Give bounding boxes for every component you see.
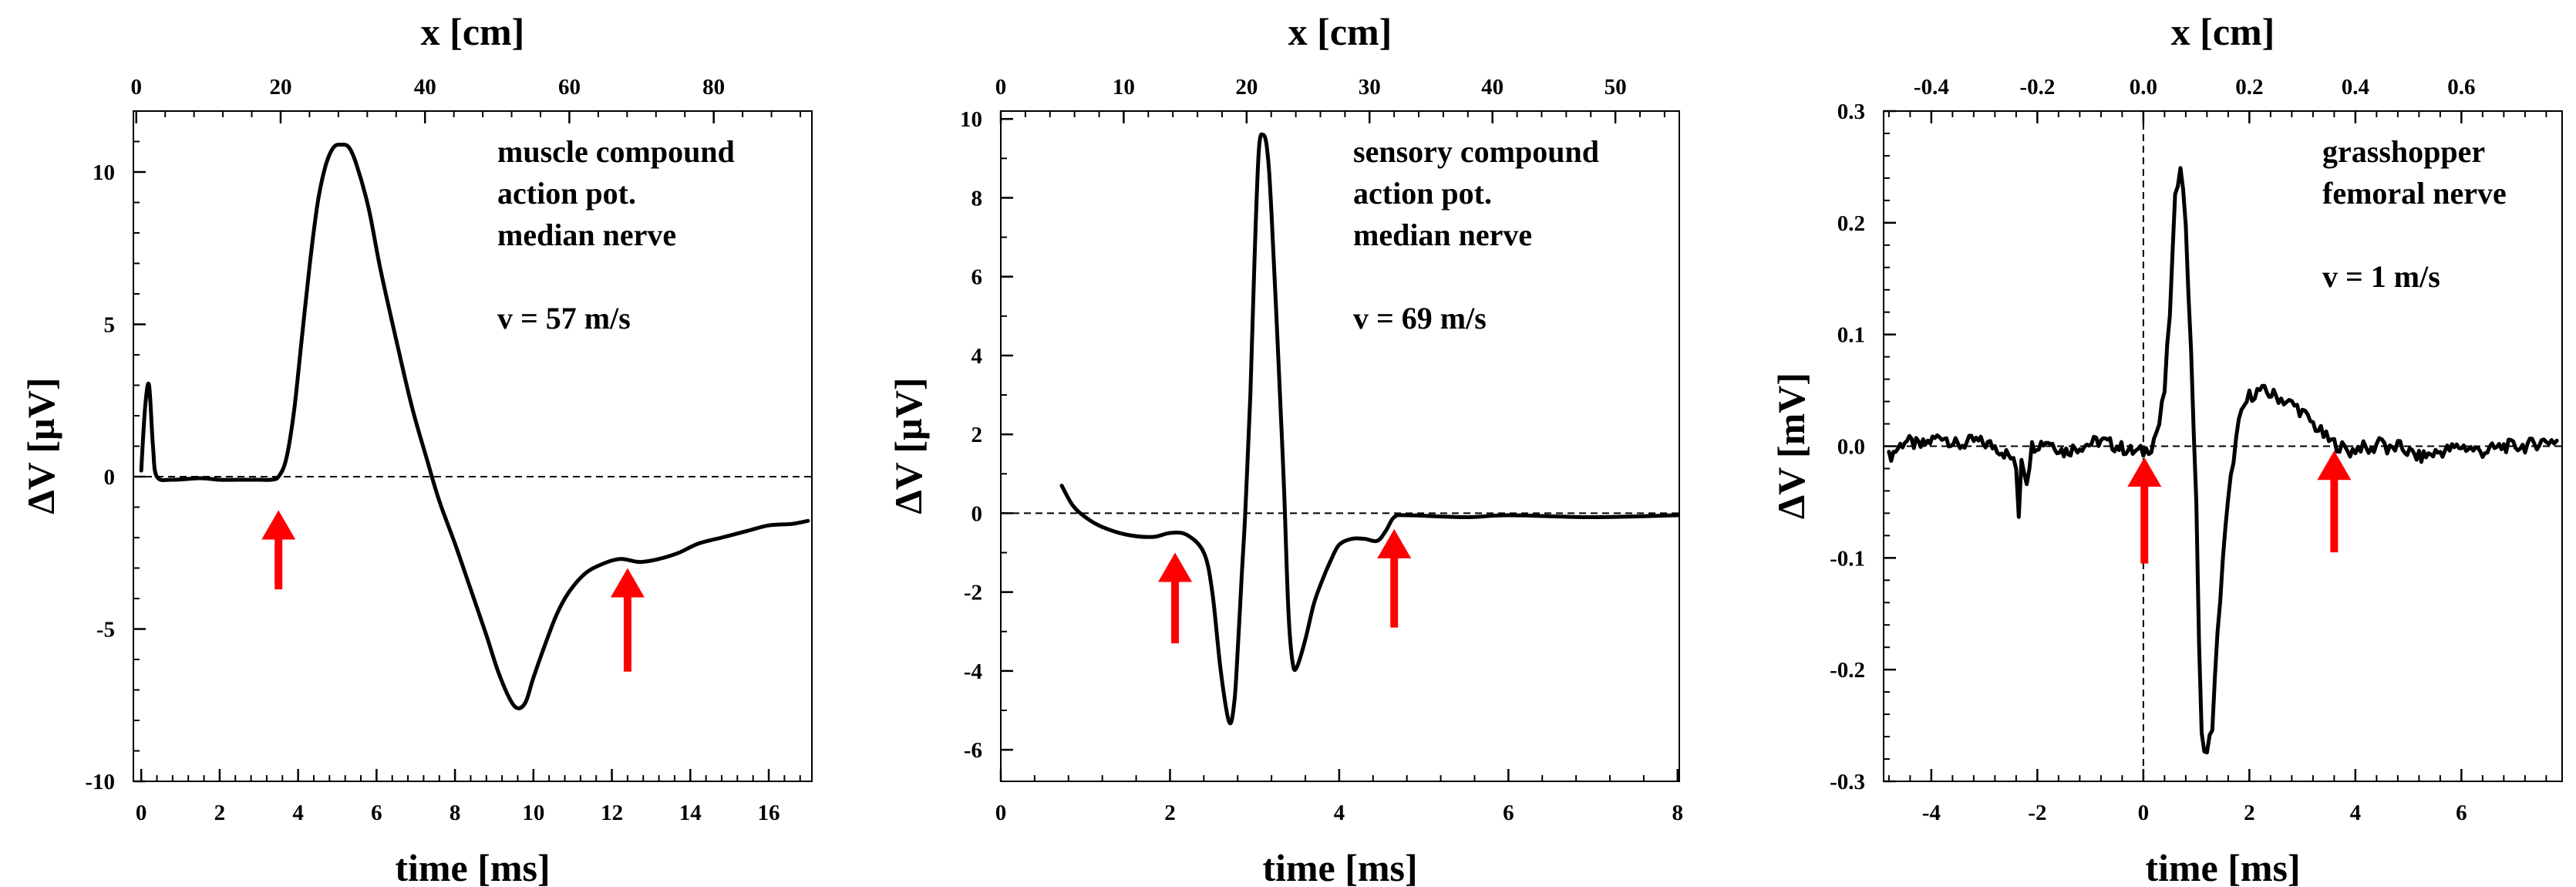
x-tick-label: 8 — [450, 801, 461, 825]
data-series-line — [1887, 166, 2559, 755]
x-tick-label: 10 — [522, 801, 544, 825]
y-tick-label: 0 — [971, 501, 983, 526]
top-tick-label: 50 — [1605, 75, 1627, 99]
x-tick-label: -2 — [2028, 801, 2046, 825]
top-tick-label: 0.2 — [2235, 75, 2263, 99]
top-tick-label: 60 — [558, 75, 581, 99]
y-tick-label: -6 — [964, 738, 982, 763]
x-tick-label: 0 — [2138, 801, 2150, 825]
top-axis-title: x [cm] — [2171, 10, 2275, 53]
chart-panel-muscle: 0 2 4 6 8 10 12 14 16 0 20 40 60 80 -10 -5 0 5 10 — [85, 75, 813, 825]
x-tick-label: 6 — [1503, 801, 1514, 825]
y-tick-label: 5 — [104, 313, 116, 338]
plot-area — [139, 142, 810, 710]
y-axis-title: ΔV [µV] — [887, 377, 930, 514]
marker-arrow-head — [610, 568, 645, 598]
top-axis-title: x [cm] — [421, 10, 525, 53]
marker-arrow-head — [2127, 457, 2162, 487]
x-tick-label: 6 — [2456, 801, 2467, 825]
y-tick-label: -0.2 — [1830, 658, 1865, 683]
annotation: action pot. — [1353, 176, 1492, 211]
top-tick-label: 80 — [702, 75, 725, 99]
annotation: median nerve — [497, 218, 676, 252]
annotation: v = 1 m/s — [2322, 259, 2440, 294]
x-tick-label: 4 — [1334, 801, 1345, 825]
y-tick-label: 0.2 — [1837, 211, 1865, 236]
x-tick-label: 0 — [136, 801, 147, 825]
annotation: grasshopper — [2322, 134, 2485, 169]
top-tick-label: 0.6 — [2447, 75, 2475, 99]
annotation: femoral nerve — [2322, 176, 2507, 211]
x-tick-label: 4 — [292, 801, 304, 825]
x-axis-title: time [ms] — [2145, 846, 2300, 887]
x-tick-label: 14 — [679, 801, 702, 825]
top-axis-title: x [cm] — [1288, 10, 1392, 53]
y-tick-label: 10 — [960, 107, 982, 132]
x-tick-label: 2 — [214, 801, 226, 825]
x-tick-label: 2 — [1164, 801, 1176, 825]
annotation: action pot. — [497, 176, 636, 211]
top-tick-label: 40 — [1481, 75, 1504, 99]
annotation: median nerve — [1353, 218, 1532, 252]
x-tick-label: 12 — [601, 801, 623, 825]
y-tick-label: 0.0 — [1837, 435, 1865, 460]
y-tick-label: -0.1 — [1830, 546, 1865, 571]
top-tick-label: 40 — [414, 75, 436, 99]
y-tick-label: 0.3 — [1837, 99, 1865, 124]
top-tick-label: -0.4 — [1914, 75, 1949, 99]
annotation: v = 57 m/s — [497, 301, 631, 336]
y-tick-label: -10 — [85, 770, 115, 794]
top-tick-label: 20 — [269, 75, 291, 99]
x-tick-label: 6 — [371, 801, 382, 825]
x-tick-label: 0 — [995, 801, 1007, 825]
x-tick-label: 16 — [758, 801, 780, 825]
annotation: v = 69 m/s — [1353, 301, 1487, 336]
plot-area — [1887, 166, 2559, 755]
annotation: muscle compound — [497, 134, 735, 169]
y-tick-label: 0 — [104, 465, 116, 490]
marker-arrow-head — [1158, 552, 1193, 582]
top-tick-label: 0.0 — [2130, 75, 2157, 99]
plot-frame — [133, 110, 813, 782]
top-tick-label: 0.4 — [2342, 75, 2369, 99]
marker-arrow-head — [2317, 450, 2352, 481]
data-series-line — [1059, 132, 1679, 726]
x-tick-label: 2 — [2244, 801, 2255, 825]
y-tick-label: 2 — [971, 423, 983, 447]
top-tick-label: 10 — [1113, 75, 1135, 99]
chart-panel-grasshopper: -4 -2 0 2 4 6 -0.4 -0.2 0.0 0.2 0.4 0.6 -0.3 -0.2 -0.1… — [1830, 75, 2563, 825]
marker-arrow-head — [1377, 528, 1412, 558]
plot-frame — [1000, 110, 1680, 782]
y-tick-label: -4 — [964, 659, 982, 684]
x-tick-label: 8 — [1672, 801, 1684, 825]
y-tick-label: -0.3 — [1830, 770, 1865, 794]
marker-arrow-head — [261, 510, 296, 540]
y-tick-label: 6 — [971, 265, 983, 290]
x-tick-label: 4 — [2350, 801, 2362, 825]
top-tick-label: 0 — [130, 75, 142, 99]
y-tick-label: 8 — [971, 186, 983, 211]
data-series-line — [139, 142, 810, 710]
y-tick-label: 0.1 — [1837, 323, 1865, 348]
plot-area — [1059, 132, 1679, 726]
annotation: sensory compound — [1353, 134, 1599, 169]
x-tick-label: -4 — [1922, 801, 1941, 825]
top-tick-label: -0.2 — [2019, 75, 2055, 99]
y-tick-label: -2 — [964, 581, 982, 605]
y-tick-label: 4 — [971, 344, 983, 369]
top-tick-label: 20 — [1235, 75, 1258, 99]
chart-panel-sensory: 0 2 4 6 8 0 10 20 30 40 50 -6 -4 -2 0 2 4 6 8 10 — [960, 75, 1683, 825]
x-axis-title: time [ms] — [1262, 846, 1417, 887]
y-axis-title: ΔV [mV] — [1770, 373, 1813, 519]
y-axis-title: ΔV [µV] — [19, 377, 62, 514]
top-tick-label: 0 — [995, 75, 1007, 99]
x-axis-title: time [ms] — [395, 846, 550, 887]
y-tick-label: 10 — [93, 160, 115, 185]
top-tick-label: 30 — [1359, 75, 1381, 99]
y-tick-label: -5 — [96, 618, 115, 642]
